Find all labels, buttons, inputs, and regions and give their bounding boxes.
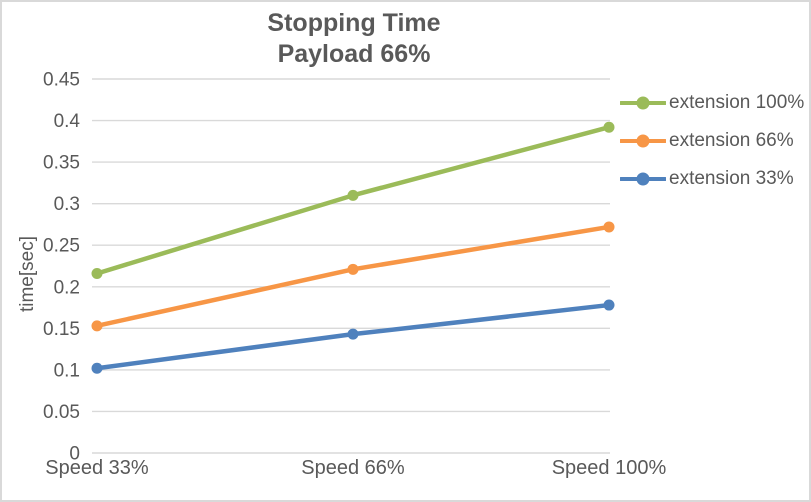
y-tick-label: 0: [69, 444, 80, 465]
y-tick-label: 0.45: [43, 70, 80, 91]
data-point-extension-66-: [347, 263, 359, 275]
chart-title-line1: Stopping Time: [267, 9, 441, 37]
data-point-extension-66-: [91, 320, 103, 332]
legend-label: extension 66%: [669, 130, 794, 151]
chart-title-line2: Payload 66%: [277, 40, 431, 68]
legend-label: extension 100%: [669, 92, 805, 113]
legend-marker-icon: [620, 172, 666, 186]
data-point-extension-66-: [603, 221, 615, 233]
data-point-extension-100-: [347, 189, 359, 201]
y-tick-label: 0.35: [43, 153, 80, 174]
legend-marker-icon: [620, 96, 666, 110]
y-tick-label: 0.4: [54, 111, 81, 132]
data-point-extension-33-: [603, 299, 615, 311]
x-axis-label: Speed 66%: [301, 457, 405, 479]
y-tick-label: 0.2: [54, 277, 80, 298]
y-tick-label: 0.25: [43, 236, 80, 257]
legend-label: extension 33%: [669, 168, 794, 189]
x-axis-label: Speed 100%: [552, 457, 667, 479]
y-tick-label: 0.15: [43, 319, 80, 340]
legend-item-extension-66-: extension 66%: [620, 126, 804, 156]
data-point-extension-100-: [91, 267, 103, 279]
y-tick-label: 0.05: [43, 402, 80, 423]
y-tick-label: 0.3: [54, 194, 80, 215]
chart-title: Stopping Time Payload 66%: [2, 8, 706, 70]
data-point-extension-33-: [347, 328, 359, 340]
legend-item-extension-100-: extension 100%: [620, 88, 804, 118]
series-line-extension-66-: [94, 224, 612, 329]
y-tick-label: 0.1: [54, 360, 80, 381]
x-axis-label: Speed 33%: [45, 457, 149, 479]
legend-item-extension-33-: extension 33%: [620, 164, 804, 194]
legend-marker-icon: [620, 134, 666, 148]
legend: extension 100% extension 66% extension 33%: [620, 88, 804, 202]
data-point-extension-100-: [603, 121, 615, 133]
data-point-extension-33-: [91, 362, 103, 374]
